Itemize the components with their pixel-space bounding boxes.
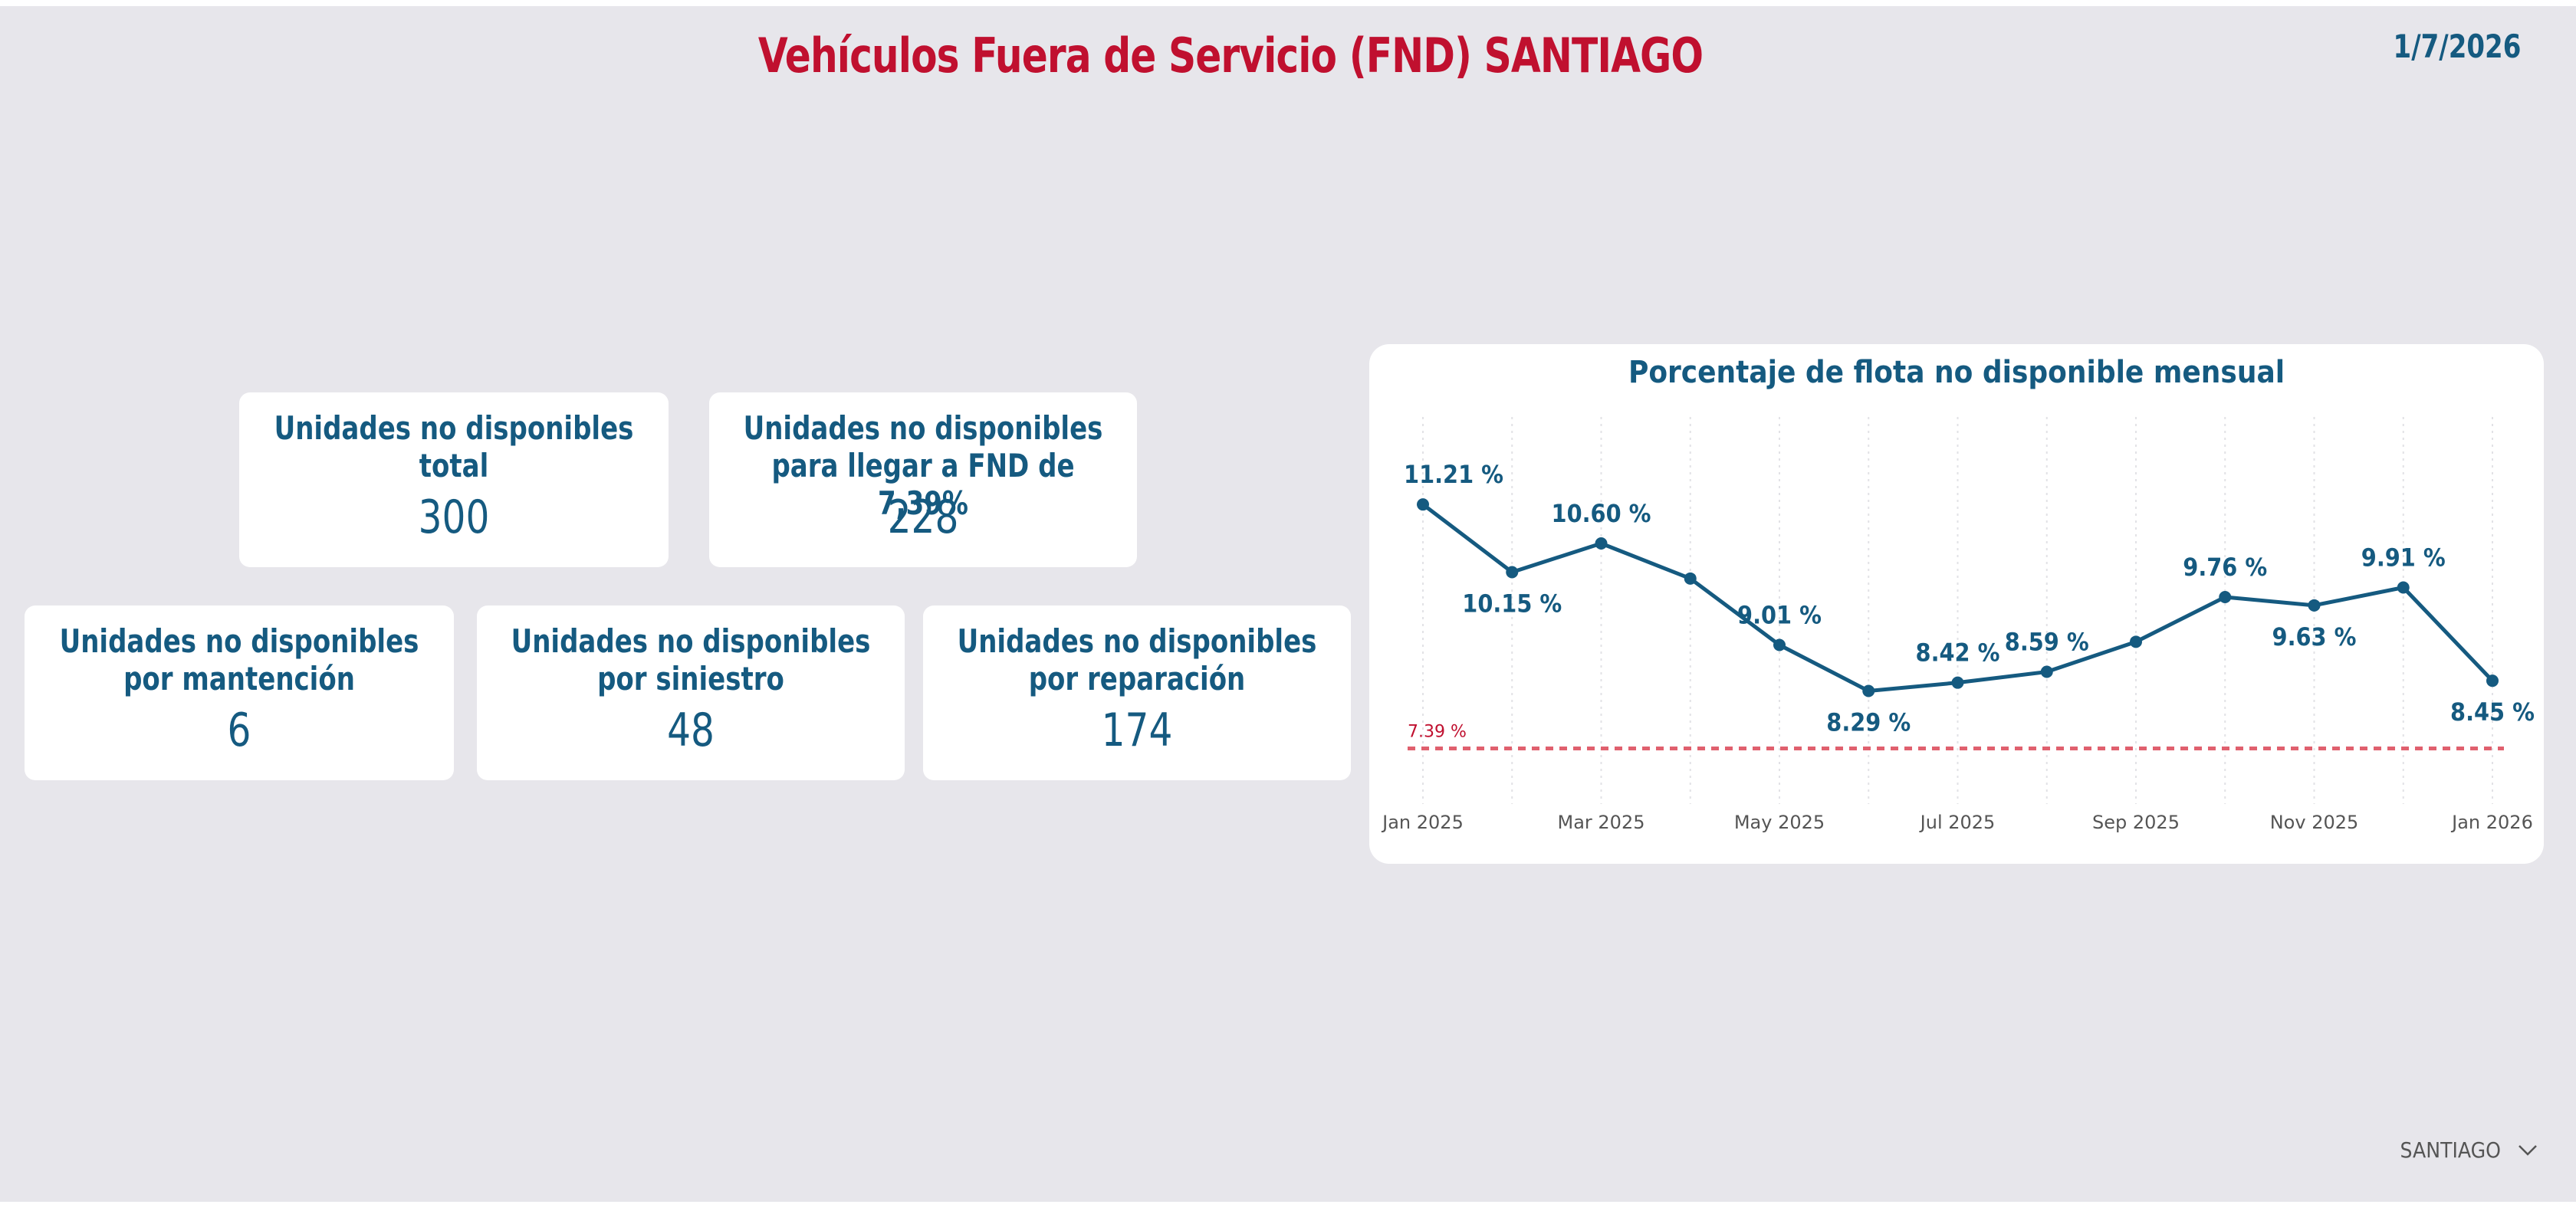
page-title: Vehículos Fuera de Servicio (FND) SANTIA… — [757, 28, 1704, 84]
data-point — [2397, 581, 2410, 594]
data-label: 8.59 % — [2005, 628, 2089, 657]
data-label: 9.91 % — [2361, 543, 2446, 573]
report-date: 1/7/2026 — [2393, 28, 2521, 65]
data-label: 8.29 % — [1826, 708, 1911, 737]
kpi-value: 48 — [667, 704, 715, 757]
data-label: 10.15 % — [1462, 589, 1562, 619]
kpi-value: 174 — [1101, 704, 1173, 757]
report-canvas: Vehículos Fuera de Servicio (FND) SANTIA… — [0, 6, 2576, 1202]
chart-title: Porcentaje de flota no disponible mensua… — [1628, 355, 2285, 390]
kpi-value: 228 — [887, 491, 959, 544]
data-label: 8.42 % — [1916, 638, 2000, 668]
data-point — [2040, 665, 2053, 678]
x-tick-label: Sep 2025 — [2092, 812, 2180, 833]
x-tick-label: Nov 2025 — [2270, 812, 2359, 833]
kpi-card-total[interactable]: Unidades no disponibles total 300 — [239, 392, 669, 567]
x-tick-label: Mar 2025 — [1558, 812, 1645, 833]
kpi-label: Unidades no disponibles por siniestro — [511, 622, 871, 697]
kpi-value: 300 — [418, 491, 490, 544]
data-point — [1595, 537, 1608, 550]
line-chart[interactable]: Porcentaje de flota no disponible mensua… — [1369, 344, 2544, 864]
slicer-value: SANTIAGO — [2400, 1137, 2501, 1163]
data-label: 9.01 % — [1737, 601, 1822, 630]
data-point — [1951, 676, 1964, 689]
kpi-label: Unidades no disponibles total — [274, 409, 634, 484]
data-label: 9.63 % — [2272, 622, 2357, 651]
data-label: 8.45 % — [2450, 697, 2535, 727]
kpi-value: 6 — [227, 704, 251, 757]
kpi-label: Unidades no disponibles por mantención — [59, 622, 419, 697]
kpi-card-repair[interactable]: Unidades no disponibles por reparación 17… — [923, 606, 1351, 780]
x-tick-label: Jul 2025 — [1919, 812, 1996, 833]
chevron-down-icon[interactable] — [2518, 1144, 2538, 1157]
kpi-card-target[interactable]: Unidades no disponibles para llegar a FND… — [709, 392, 1137, 567]
kpi-card-maintenance[interactable]: Unidades no disponibles por mantención 6 — [25, 606, 454, 780]
data-label: 10.60 % — [1552, 499, 1651, 528]
x-tick-label: Jan 2026 — [2450, 812, 2533, 833]
target-label: 7.39 % — [1408, 723, 1467, 742]
fleet-unavailable-chart-card[interactable]: Porcentaje de flota no disponible mensua… — [1369, 344, 2544, 864]
data-point — [1417, 498, 1429, 511]
data-point — [1506, 566, 1519, 579]
data-point — [2486, 674, 2499, 688]
data-point — [1862, 684, 1875, 697]
data-point — [2308, 599, 2321, 612]
data-point — [2219, 591, 2232, 603]
kpi-label: Unidades no disponibles para llegar a FND… — [743, 409, 1103, 522]
data-point — [1773, 638, 1786, 651]
data-point — [1684, 572, 1697, 585]
x-tick-label: May 2025 — [1734, 812, 1825, 833]
data-label: 11.21 % — [1404, 460, 1503, 489]
kpi-label: Unidades no disponibles por reparación — [957, 622, 1317, 697]
kpi-card-accident[interactable]: Unidades no disponibles por siniestro 48 — [477, 606, 905, 780]
region-slicer[interactable]: SANTIAGO — [2400, 1137, 2538, 1163]
data-point — [2130, 635, 2142, 648]
x-tick-label: Jan 2025 — [1381, 812, 1464, 833]
data-label: 9.76 % — [2183, 553, 2267, 582]
